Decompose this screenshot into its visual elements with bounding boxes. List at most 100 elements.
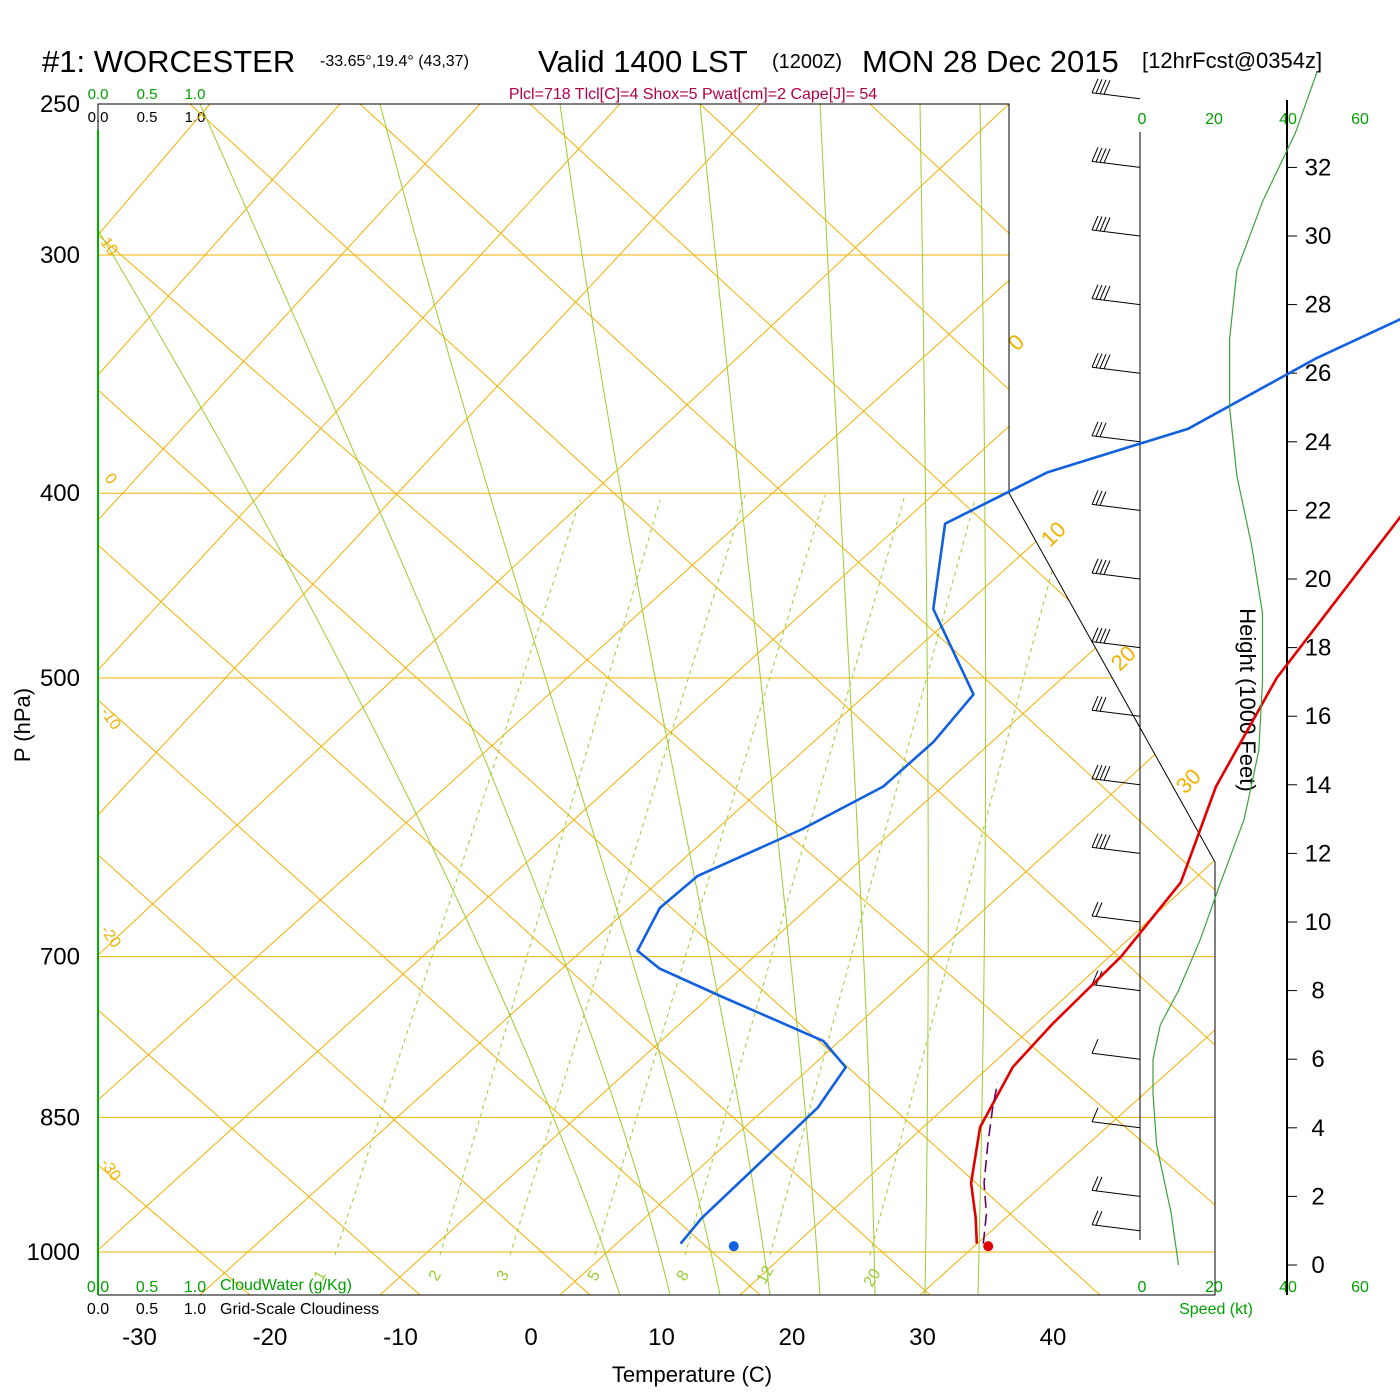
- parcel-line: [982, 1082, 999, 1244]
- height-tick-label: 6: [1311, 1046, 1324, 1073]
- x-tick-label: 0: [524, 1324, 537, 1351]
- isotherm: [98, 699, 761, 1295]
- height-tick-label: 12: [1305, 840, 1332, 867]
- top-cloud-axes: 0.0 0.5 1.0 0.0 0.5 1.0: [88, 86, 206, 126]
- cloudiness-tick-bottom: 0.5: [136, 1301, 158, 1318]
- height-tick-label: 22: [1305, 497, 1332, 524]
- chart-header: #1: WORCESTER -33.65°,19.4° (43,37) Vali…: [42, 44, 1322, 103]
- height-tick-label: 24: [1305, 429, 1332, 456]
- speed-tick-bottom: 60: [1351, 1279, 1369, 1296]
- mixing-ratio-label: 20: [861, 1266, 885, 1290]
- valid-time: Valid 1400 LST: [538, 44, 748, 79]
- dry-adiabat: [98, 104, 211, 236]
- wind-barb: [1091, 627, 1141, 649]
- station-title: #1: WORCESTER: [42, 44, 295, 79]
- mixing-ratio-label: 5: [585, 1268, 604, 1284]
- wind-barb: [1091, 833, 1141, 854]
- moist-adiabat: [699, 104, 821, 1295]
- wind-barb: [1091, 1039, 1141, 1060]
- cloudwater-tick-top: 0.5: [137, 86, 158, 103]
- height-tick-label: 8: [1311, 978, 1324, 1005]
- mixing-ratio-line: [509, 494, 746, 1256]
- mixing-ratio-label: 12: [754, 1263, 778, 1287]
- moist-adiabat: [559, 104, 771, 1295]
- speed-tick-bottom: 40: [1279, 1279, 1297, 1296]
- height-tick-label: 30: [1305, 223, 1332, 250]
- mixing-ratio-label: 8: [674, 1268, 693, 1284]
- pressure-tick-label: 250: [40, 91, 80, 118]
- moist-adiabat: [919, 104, 929, 1295]
- x-tick-label: -10: [383, 1324, 418, 1351]
- x-tick-label: -30: [122, 1324, 157, 1351]
- moist-adiabat: [819, 104, 876, 1295]
- wind-barb: [1091, 696, 1141, 717]
- x-tick-label: 40: [1040, 1324, 1067, 1351]
- isotherm: [189, 104, 1215, 1046]
- wind-barb: [1091, 353, 1141, 374]
- cloudwater-tick-top: 1.0: [185, 86, 206, 103]
- dry-adiabat: [98, 104, 761, 816]
- pressure-tick-label: 850: [40, 1104, 80, 1131]
- dry-adiabat-label: 0: [101, 471, 120, 488]
- height-tick-label: 2: [1311, 1183, 1324, 1210]
- wind-barb: [1091, 215, 1141, 237]
- dry-adiabat: [98, 104, 341, 376]
- height-line: [1152, 71, 1318, 1266]
- height-tick-label: 14: [1305, 772, 1332, 799]
- dry-adiabat-label: -10: [97, 705, 124, 734]
- moist-adiabat: [379, 104, 721, 1295]
- isotherm: [98, 854, 591, 1295]
- wind-barb: [1091, 1176, 1141, 1197]
- station-coords: -33.65°,19.4° (43,37): [320, 53, 469, 70]
- wind-barb: [1091, 490, 1141, 511]
- isotherm: [98, 1009, 421, 1295]
- speed-tick-top: 40: [1279, 111, 1297, 128]
- speed-tick-bottom: 20: [1205, 1279, 1223, 1296]
- pressure-tick-label: 400: [40, 480, 80, 507]
- pressure-tick-label: 700: [40, 944, 80, 971]
- y-axis-label: P (hPa): [10, 688, 35, 762]
- cloudwater-label: CloudWater (g/Kg): [220, 1277, 352, 1294]
- cloudwater-tick-bottom: 0.0: [87, 1279, 109, 1296]
- isotherm: [699, 104, 1215, 581]
- x-tick-label: 30: [909, 1324, 936, 1351]
- height-tick-label: 0: [1311, 1252, 1324, 1279]
- wind-barb: [1091, 1107, 1141, 1129]
- dry-adiabat-label: -20: [97, 923, 124, 952]
- sounding-indices: Plcl=718 Tlcl[C]=4 Shox=5 Pwat[cm]=2 Cap…: [509, 86, 877, 103]
- dry-adiabat: [919, 1029, 1215, 1295]
- wind-barb: [1091, 1210, 1141, 1232]
- height-axis: Height (1000 Feet) 024681012141618202224…: [1235, 100, 1331, 1295]
- isotherm: [529, 104, 1215, 736]
- dry-adiabats: [98, 104, 1215, 1295]
- isotherm: [869, 104, 1215, 426]
- mixing-ratio-line: [769, 499, 976, 1256]
- x-tick-label: 20: [779, 1324, 806, 1351]
- wind-barb: [1091, 147, 1141, 168]
- background-labels: -30 -20 -10 0 10 0 10 20 30 1 2 3 5 8 12…: [97, 235, 1206, 1290]
- plot-border: [97, 103, 1216, 1296]
- surface-markers: [728, 1241, 994, 1252]
- height-tick-label: 28: [1305, 292, 1332, 319]
- moist-adiabats: [98, 104, 987, 1295]
- temperature-line: [969, 515, 1400, 1244]
- zulu-time: (1200Z): [772, 51, 842, 73]
- wind-barb: [1091, 970, 1141, 992]
- dry-adiabat: [98, 104, 481, 521]
- speed-tick-top: 20: [1205, 111, 1223, 128]
- cloudwater-tick-bottom: 0.5: [136, 1279, 158, 1296]
- plot-frame: [97, 103, 1216, 1296]
- cloudiness-tick-top: 0.5: [137, 109, 158, 126]
- dewpoint-surface-marker: [728, 1241, 739, 1252]
- cloudiness-tick-bottom: 0.0: [87, 1301, 109, 1318]
- mixing-ratio-line: [439, 499, 661, 1256]
- height-tick-label: 18: [1305, 635, 1332, 662]
- bottom-cloud-axes: 0.0 0.5 1.0 CloudWater (g/Kg) 0.0 0.5 1.…: [87, 1277, 379, 1318]
- isotherm: [98, 234, 1215, 1206]
- cloudiness-label: Grid-Scale Cloudiness: [220, 1301, 379, 1318]
- dry-adiabat: [379, 539, 1215, 1295]
- dry-adiabat: [98, 104, 621, 671]
- pressure-tick-label: 300: [40, 242, 80, 269]
- isobars: [98, 104, 1215, 1253]
